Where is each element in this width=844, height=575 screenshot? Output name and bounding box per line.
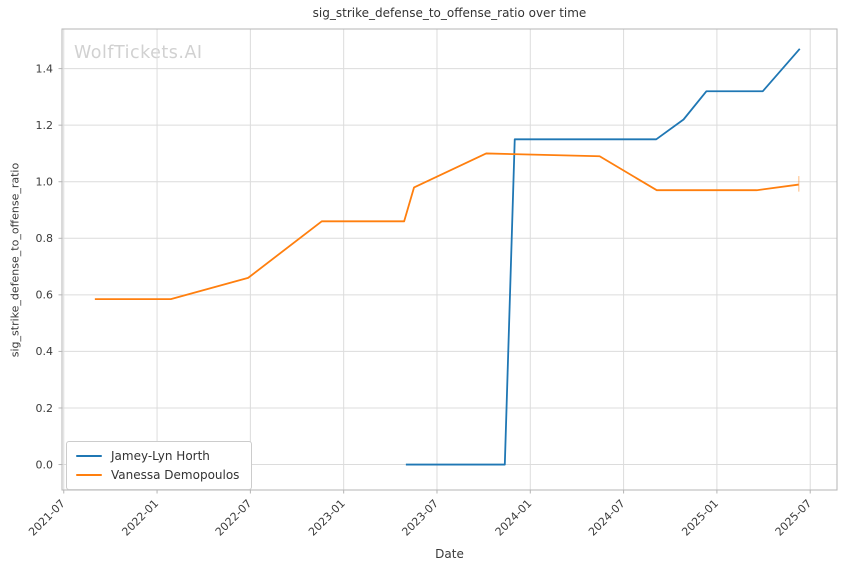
plot-border (61, 28, 838, 491)
svg-text:0.2: 0.2 (36, 402, 54, 415)
series-line-jamey-lyn-horth (405, 48, 801, 466)
chart-title: sig_strike_defense_to_offense_ratio over… (312, 6, 587, 20)
legend-swatch-jamey-lyn-horth (76, 454, 102, 458)
x-tick-labels: 2021-07 2022-01 2022-07 2023-01 2023-07 2024-… (26, 497, 814, 539)
legend-label-vanessa-demopoulos: Vanessa Demopoulos (111, 468, 240, 482)
svg-text:2023-01: 2023-01 (306, 497, 348, 539)
tick-marks (58, 68, 811, 494)
svg-text:2024-07: 2024-07 (586, 497, 628, 539)
x-axis-label: Date (435, 547, 464, 561)
svg-text:1.0: 1.0 (36, 176, 54, 189)
svg-text:0.0: 0.0 (36, 458, 54, 471)
legend-label-jamey-lyn-horth: Jamey-Lyn Horth (111, 449, 210, 463)
svg-text:2024-01: 2024-01 (493, 497, 535, 539)
watermark: WolfTickets.AI (74, 43, 203, 63)
y-tick-labels: 0.0 0.2 0.4 0.6 0.8 1.0 1.2 1.4 (36, 62, 54, 471)
svg-text:2025-01: 2025-01 (679, 497, 721, 539)
svg-text:1.2: 1.2 (36, 119, 54, 132)
legend-item: Jamey-Lyn Horth (76, 449, 239, 463)
svg-text:2023-07: 2023-07 (399, 497, 441, 539)
svg-text:1.4: 1.4 (36, 62, 54, 75)
svg-text:0.6: 0.6 (36, 289, 54, 302)
svg-text:0.8: 0.8 (36, 232, 54, 245)
svg-text:2021-07: 2021-07 (26, 497, 68, 539)
svg-text:2022-07: 2022-07 (213, 497, 255, 539)
legend-item: Vanessa Demopoulos (76, 468, 239, 482)
svg-text:2025-07: 2025-07 (773, 497, 815, 539)
svg-text:0.4: 0.4 (36, 345, 54, 358)
legend-swatch-vanessa-demopoulos (76, 473, 102, 477)
grid (62, 29, 837, 490)
series-line-vanessa-demopoulos (94, 152, 799, 300)
legend: Jamey-Lyn Horth Vanessa Demopoulos (66, 441, 253, 490)
svg-text:2022-01: 2022-01 (119, 497, 161, 539)
